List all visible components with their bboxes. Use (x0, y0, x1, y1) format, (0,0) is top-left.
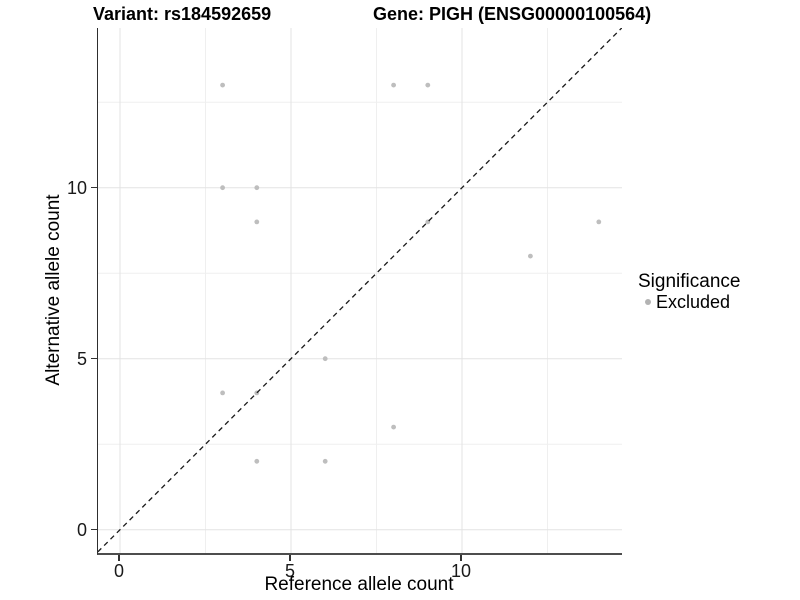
y-tick-label: 10 (66, 177, 87, 198)
y-tick-mark (90, 528, 97, 531)
legend-item-excluded: Excluded (638, 292, 740, 312)
data-point (391, 82, 396, 88)
legend-title: Significance (638, 271, 741, 292)
x-tick-mark (289, 555, 291, 561)
data-point (596, 219, 602, 225)
data-point (528, 253, 533, 259)
data-point (254, 458, 260, 464)
data-point (254, 185, 260, 191)
scatter-plot-canvas (98, 28, 622, 553)
y-tick-mark (90, 186, 97, 189)
x-tick-label: 0 (113, 561, 124, 581)
data-point (322, 458, 328, 464)
excluded-point-icon (645, 299, 651, 305)
major-gridlines (98, 28, 622, 553)
data-point (322, 356, 328, 362)
x-tick-mark (460, 555, 462, 561)
plot-title-gene: Gene: PIGH (ENSG00000100564) (373, 4, 652, 24)
minor-gridlines (98, 28, 622, 553)
data-point (220, 185, 225, 191)
data-point (220, 390, 225, 396)
y-tick-label: 0 (76, 519, 87, 540)
data-point (254, 219, 260, 225)
y-tick-label: 5 (76, 348, 87, 369)
data-point (391, 424, 396, 430)
x-tick-mark (118, 555, 120, 561)
x-tick-label: 5 (284, 561, 295, 581)
legend-item-label: Excluded (656, 292, 731, 312)
identity-reference-line (98, 28, 622, 553)
plot-title-variant: Variant: rs184592659 (93, 4, 272, 24)
data-point (425, 82, 431, 88)
legend: Significance Excluded (638, 271, 740, 312)
x-axis-title: Reference allele count (264, 574, 454, 595)
x-tick-label: 10 (450, 561, 472, 581)
y-tick-mark (90, 357, 97, 360)
plot-panel (97, 28, 622, 555)
data-point (220, 82, 225, 88)
